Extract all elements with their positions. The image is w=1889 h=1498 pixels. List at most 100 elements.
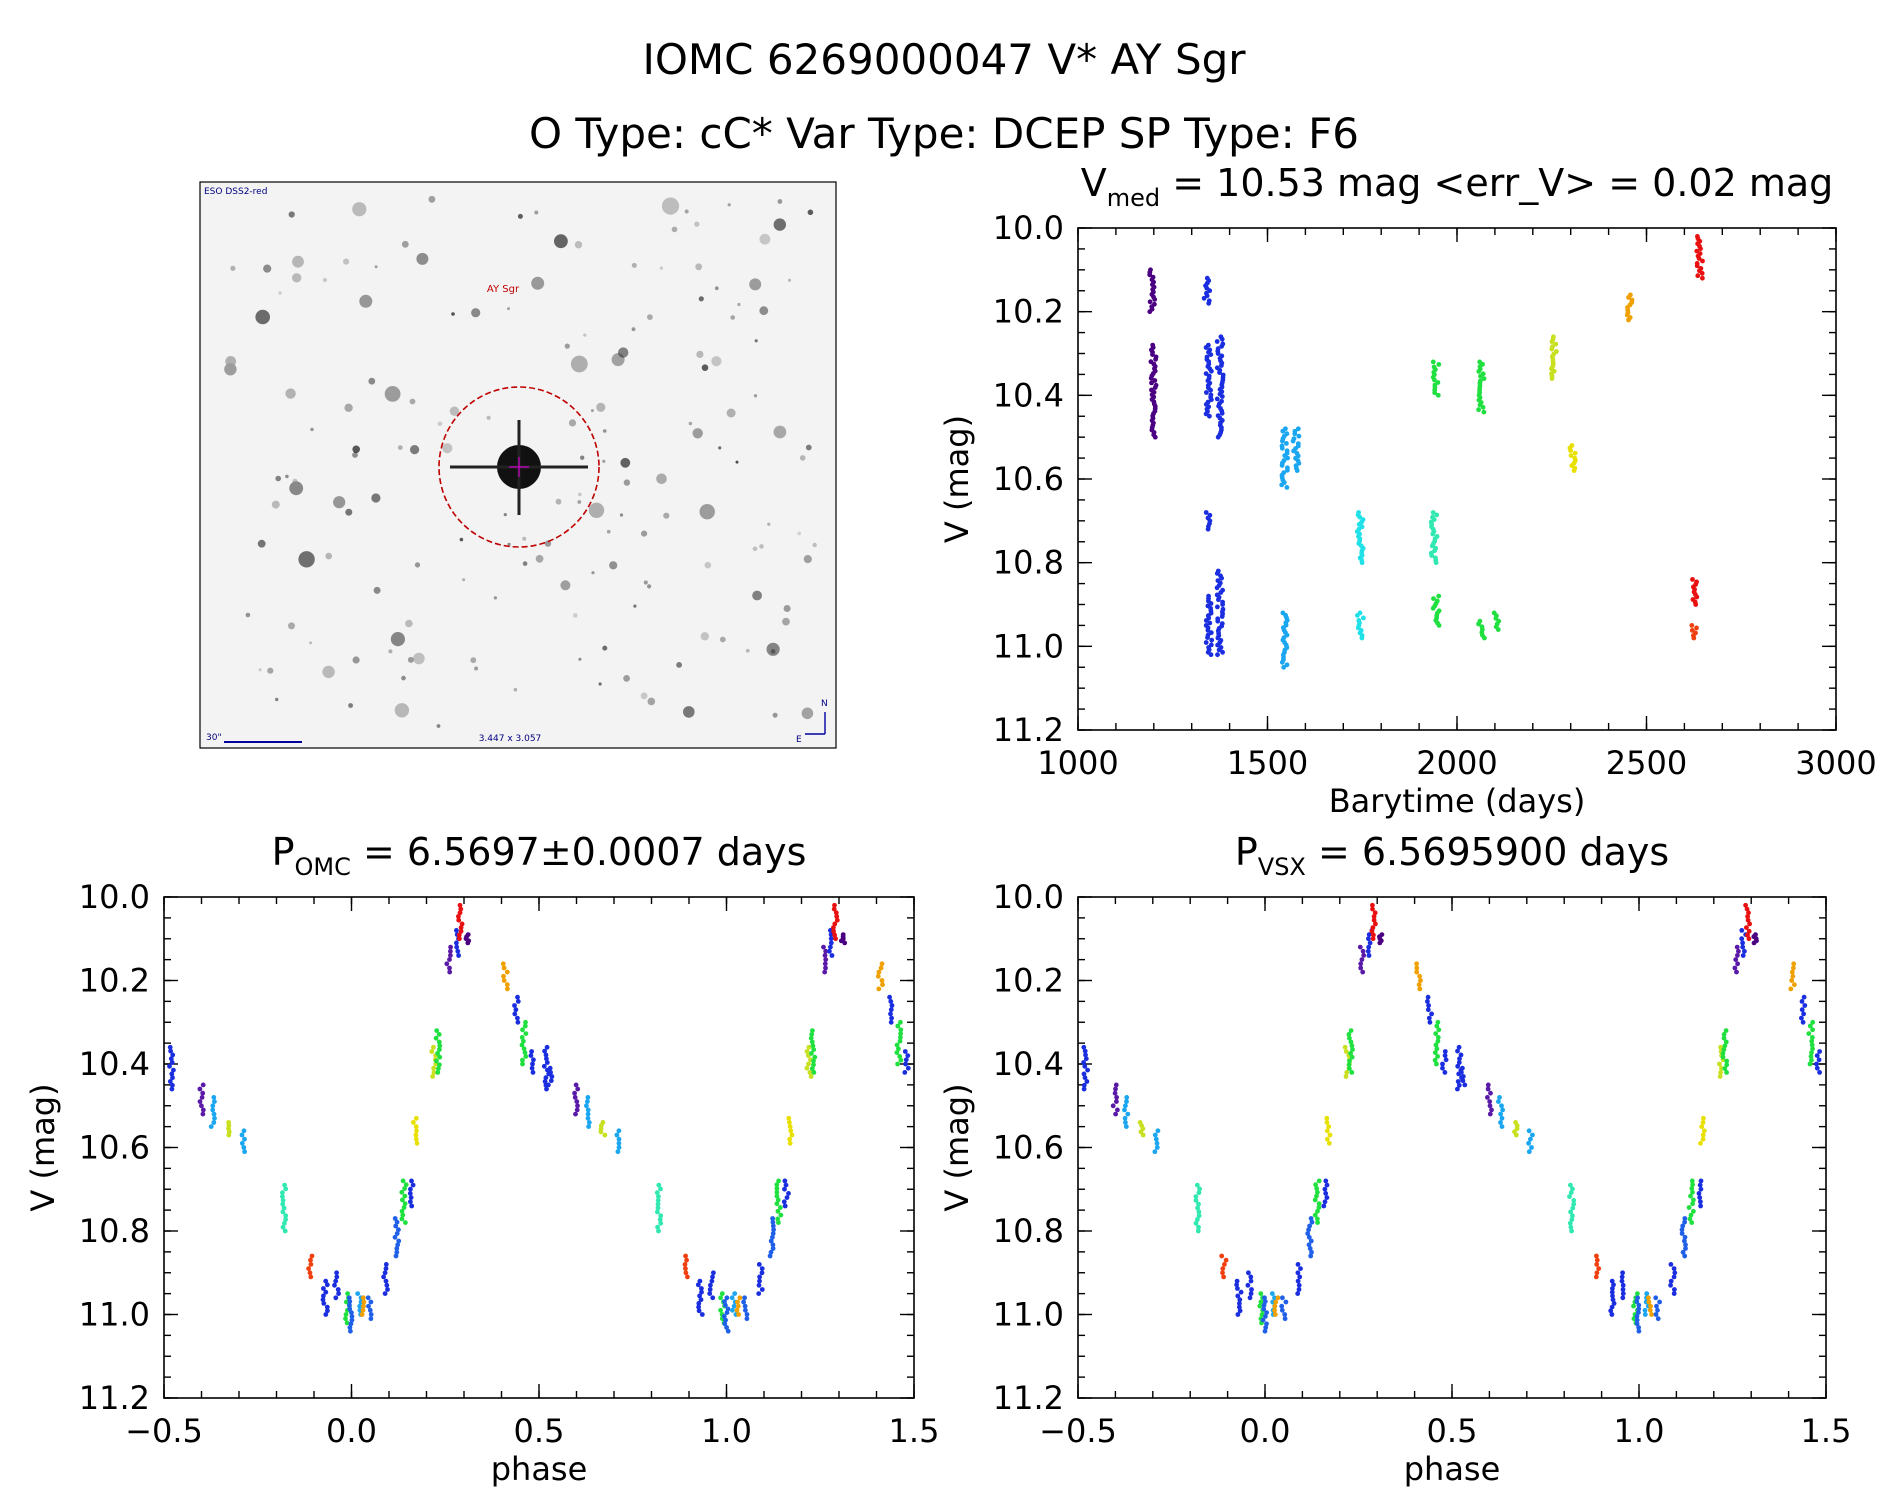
data-point: [1081, 1086, 1087, 1092]
y-tick-label: 10.8: [993, 1212, 1064, 1250]
data-point: [1634, 1314, 1640, 1319]
data-point: [1366, 936, 1371, 942]
data-point: [324, 1304, 330, 1310]
star: [352, 452, 358, 458]
data-point: [402, 1201, 408, 1207]
data-point: [280, 1190, 285, 1196]
data-point: [1807, 1061, 1813, 1067]
data-point: [211, 1120, 217, 1125]
data-point: [1219, 410, 1225, 416]
data-point: [1361, 953, 1367, 958]
data-point: [1620, 1270, 1625, 1276]
data-point: [774, 1186, 780, 1191]
data-point: [1568, 1190, 1574, 1196]
data-point: [334, 1270, 339, 1276]
data-point: [759, 1270, 765, 1276]
star: [474, 666, 479, 671]
data-point: [1634, 1317, 1640, 1323]
star: [745, 648, 750, 653]
star: [401, 240, 409, 248]
data-point: [1238, 1289, 1244, 1295]
star: [428, 195, 436, 203]
data-point: [1272, 1307, 1277, 1313]
data-point: [280, 1224, 286, 1230]
star: [623, 675, 630, 682]
data-point: [774, 1182, 780, 1188]
data-point: [776, 1178, 781, 1184]
data-point: [768, 1249, 774, 1255]
data-point: [359, 1312, 365, 1317]
data-point: [368, 1299, 374, 1305]
lightcurve-chart: 1000 1500 2000 2500 3000 10.0 10.2 10.4 10.6 10.8…: [938, 161, 1877, 820]
data-point: [1442, 1049, 1448, 1054]
data-point: [309, 1253, 315, 1259]
data-point: [742, 1303, 748, 1309]
data-point: [1696, 256, 1702, 261]
data-point: [241, 1128, 247, 1134]
star: [676, 662, 682, 668]
data-point: [1435, 1019, 1441, 1025]
data-point: [685, 1274, 690, 1280]
x-tick-label: 1.5: [889, 1412, 940, 1450]
data-point: [809, 1051, 814, 1056]
star: [568, 419, 577, 427]
data-point: [515, 1019, 521, 1025]
data-point: [457, 910, 463, 916]
data-point: [1237, 1301, 1242, 1306]
data-point: [1418, 978, 1423, 983]
star: [727, 203, 731, 207]
data-point: [1530, 1132, 1535, 1138]
data-point: [382, 1291, 388, 1296]
data-point: [543, 1052, 549, 1058]
data-point: [696, 1304, 701, 1310]
data-point: [1456, 1071, 1462, 1077]
data-point: [1594, 1262, 1600, 1267]
data-point: [1626, 295, 1631, 300]
star: [620, 457, 631, 468]
data-point: [1308, 1216, 1314, 1221]
data-point: [1197, 1186, 1202, 1192]
data-point: [1262, 1328, 1268, 1334]
data-point: [1572, 450, 1578, 456]
star: [462, 578, 466, 582]
data-point: [584, 1103, 589, 1109]
data-point: [431, 1044, 436, 1050]
data-point: [1680, 1223, 1686, 1229]
data-point: [774, 1189, 780, 1195]
data-point: [347, 1325, 353, 1330]
data-point: [1214, 585, 1220, 591]
data-point: [574, 1099, 580, 1104]
data-point: [1594, 1257, 1600, 1263]
data-point: [1689, 623, 1695, 628]
data-point: [887, 994, 892, 1000]
star: [578, 492, 582, 497]
data-point: [520, 1057, 525, 1063]
data-point: [585, 1107, 591, 1113]
star: [310, 427, 314, 432]
data-point: [522, 1050, 528, 1055]
star: [352, 445, 361, 454]
star: [292, 478, 298, 484]
star: [278, 291, 282, 295]
data-point: [1154, 1145, 1160, 1150]
data-point: [1744, 925, 1749, 930]
data-point: [655, 1201, 661, 1207]
data-point: [1123, 1124, 1129, 1129]
data-point: [1245, 1282, 1251, 1288]
data-point: [1626, 317, 1631, 323]
data-point: [1567, 1220, 1573, 1226]
data-point: [282, 1182, 287, 1188]
data-point: [283, 1186, 289, 1192]
data-point: [778, 1212, 784, 1218]
data-point: [888, 999, 894, 1004]
data-point: [544, 1060, 550, 1065]
data-point: [394, 1231, 400, 1236]
data-point: [1700, 258, 1705, 264]
data-point: [1442, 1070, 1448, 1075]
y-tick-label: 10.4: [993, 376, 1064, 414]
data-point: [1208, 652, 1214, 658]
data-point: [1284, 441, 1289, 446]
data-point: [548, 1078, 554, 1084]
data-point: [812, 1054, 818, 1060]
data-point: [1272, 1295, 1277, 1301]
